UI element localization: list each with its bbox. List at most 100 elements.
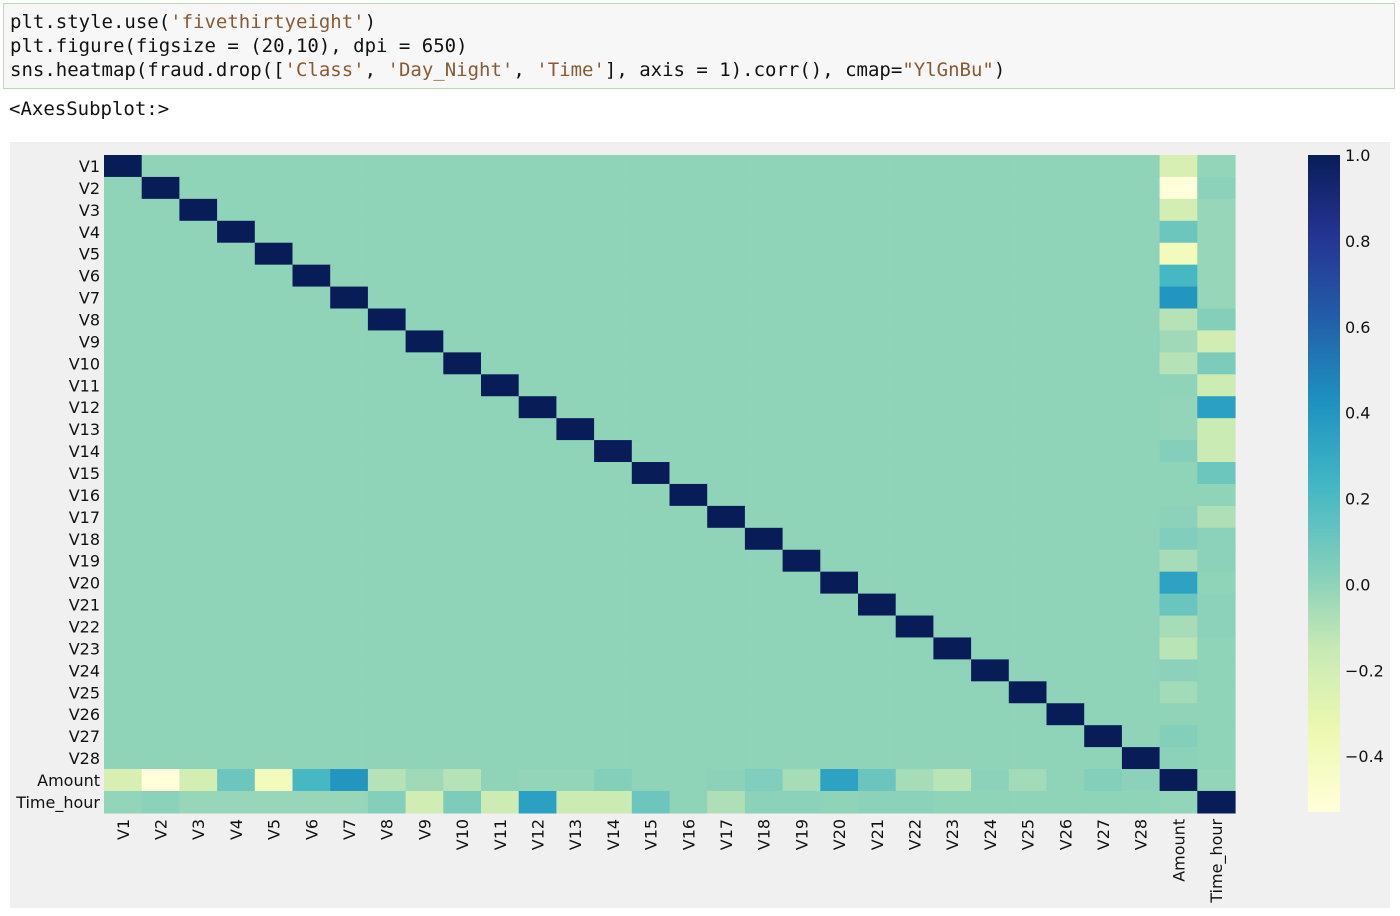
colorbar-tick-label: −0.4 xyxy=(1345,747,1384,766)
heatmap-cell xyxy=(1008,790,1048,814)
heatmap-cell xyxy=(1159,681,1198,704)
heatmap-cell xyxy=(1084,681,1123,704)
heatmap-cell xyxy=(1159,330,1198,353)
heatmap-cell xyxy=(707,220,746,244)
heatmap-cell xyxy=(1121,352,1161,375)
y-tick-label: V15 xyxy=(69,464,100,483)
heatmap-cell xyxy=(104,593,143,617)
heatmap-cell xyxy=(330,571,369,595)
heatmap-cell xyxy=(782,242,821,266)
code-cell[interactable]: plt.style.use('fivethirtyeight') plt.fig… xyxy=(3,3,1395,89)
heatmap-cell xyxy=(254,374,294,397)
heatmap-cell xyxy=(179,747,218,770)
heatmap-cell xyxy=(518,308,557,332)
heatmap-cell xyxy=(1046,220,1085,244)
heatmap-cell xyxy=(443,681,482,704)
heatmap-cell xyxy=(217,352,256,375)
heatmap-cell xyxy=(895,286,934,310)
heatmap-cell xyxy=(367,264,407,288)
heatmap-cell xyxy=(744,198,784,222)
heatmap-cell xyxy=(933,483,972,507)
code-string-token: 'fivethirtyeight' xyxy=(170,11,365,33)
heatmap-cell xyxy=(669,440,708,463)
heatmap-cell xyxy=(217,681,256,704)
heatmap-cell xyxy=(141,396,180,419)
heatmap-cell xyxy=(1008,747,1048,770)
heatmap-cell xyxy=(1121,242,1161,266)
y-tick-label: V22 xyxy=(69,617,100,636)
heatmap-cell xyxy=(971,242,1010,266)
heatmap-cell xyxy=(1159,462,1198,485)
heatmap-cell xyxy=(594,220,633,244)
heatmap-cell xyxy=(971,769,1010,792)
heatmap-cell xyxy=(971,527,1010,551)
heatmap-cell xyxy=(292,659,331,682)
heatmap-cell xyxy=(782,527,821,551)
heatmap-cell xyxy=(254,703,294,726)
heatmap-cell xyxy=(707,725,746,748)
heatmap-cell xyxy=(1084,527,1123,551)
heatmap-cell xyxy=(254,418,294,441)
heatmap-cell xyxy=(669,703,708,726)
heatmap-cell xyxy=(179,615,218,639)
heatmap-cell xyxy=(481,549,520,573)
heatmap-cell xyxy=(594,352,633,375)
heatmap-cell xyxy=(971,286,1010,310)
heatmap-cell xyxy=(481,505,520,529)
heatmap-cell xyxy=(820,527,859,551)
heatmap-cell xyxy=(594,703,633,726)
heatmap-cell xyxy=(1046,615,1085,639)
heatmap-cell xyxy=(518,352,557,375)
y-tick-label: V18 xyxy=(69,530,100,549)
heatmap-cell xyxy=(1084,637,1123,660)
heatmap-cell xyxy=(518,462,557,485)
code-token: plt.figure(figsize = (20,10), dpi = 650) xyxy=(10,35,468,57)
heatmap-cell xyxy=(933,769,972,792)
heatmap-cell xyxy=(933,615,972,639)
heatmap-cell xyxy=(443,242,482,266)
heatmap-cell xyxy=(254,352,294,375)
heatmap-cell xyxy=(217,483,256,507)
heatmap-cell xyxy=(367,505,407,529)
heatmap-cell xyxy=(1159,571,1198,595)
heatmap-cell xyxy=(631,330,671,353)
heatmap-cell xyxy=(669,571,708,595)
heatmap-cell xyxy=(330,242,369,266)
heatmap-cell xyxy=(330,308,369,332)
heatmap-cell xyxy=(330,747,369,770)
heatmap-cell xyxy=(141,483,180,507)
heatmap-cell xyxy=(744,176,784,200)
heatmap-cell xyxy=(744,637,784,660)
heatmap-cell xyxy=(1084,396,1123,419)
heatmap-cell xyxy=(1084,615,1123,639)
heatmap-cell xyxy=(443,308,482,332)
heatmap-cell xyxy=(405,308,444,332)
heatmap-cell xyxy=(895,155,934,178)
heatmap-cell xyxy=(631,703,671,726)
heatmap-cell xyxy=(744,286,784,310)
heatmap-cell xyxy=(481,747,520,770)
heatmap-cell xyxy=(367,681,407,704)
heatmap-cell xyxy=(405,396,444,419)
heatmap-cell xyxy=(744,549,784,573)
heatmap-cell xyxy=(858,703,897,726)
heatmap-cell xyxy=(217,790,256,814)
heatmap-cell xyxy=(744,790,784,814)
heatmap-cell xyxy=(330,505,369,529)
heatmap-cell xyxy=(1046,527,1085,551)
heatmap-cell xyxy=(820,593,859,617)
heatmap-cell xyxy=(367,396,407,419)
heatmap-cell xyxy=(1197,483,1236,507)
heatmap-cell xyxy=(141,418,180,441)
heatmap-cell xyxy=(330,527,369,551)
heatmap-cell xyxy=(933,176,972,200)
x-tick-label: V6 xyxy=(302,819,321,840)
heatmap-cell xyxy=(141,308,180,332)
heatmap-cell xyxy=(631,659,671,682)
heatmap-cell xyxy=(933,440,972,463)
heatmap-cell xyxy=(518,615,557,639)
heatmap-cell xyxy=(669,176,708,200)
heatmap-cell xyxy=(707,769,746,792)
heatmap-cell xyxy=(104,440,143,463)
heatmap-cell xyxy=(104,790,143,814)
